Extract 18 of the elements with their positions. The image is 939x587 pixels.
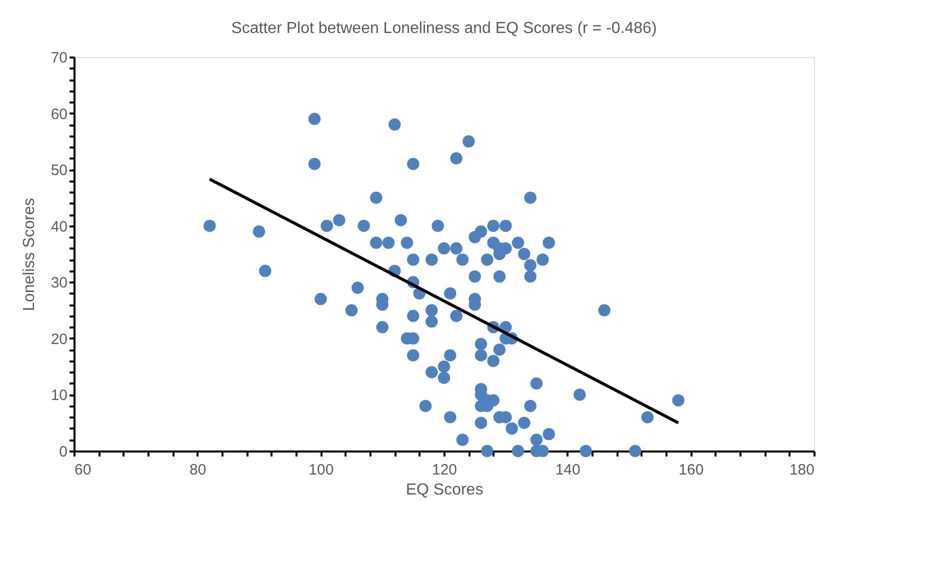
chart-title: Scatter Plot between Loneliness and EQ Scores (r = -0.486) [231,20,657,37]
x-tick-label: 160 [678,462,704,478]
x-axis-title: EQ Scores [406,482,484,498]
x-tick-label: 80 [189,462,206,478]
y-axis-title: Loneliss Scores [20,198,38,311]
x-tick-label: 120 [432,462,458,478]
y-tick-label: 50 [50,162,68,180]
y-tick-label: 10 [50,387,68,404]
y-tick-label: 60 [50,106,68,123]
x-tick-label: 140 [555,462,580,478]
x-tick-label: 60 [74,462,92,478]
x-tick-label: 180 [789,462,814,478]
y-tick-label: 30 [50,274,68,292]
y-tick-label: 40 [50,218,68,236]
y-tick-label: 70 [50,50,68,66]
y-tick-label: 20 [50,330,68,348]
y-tick-label: 0 [59,444,68,460]
x-tick-label: 100 [308,462,334,478]
